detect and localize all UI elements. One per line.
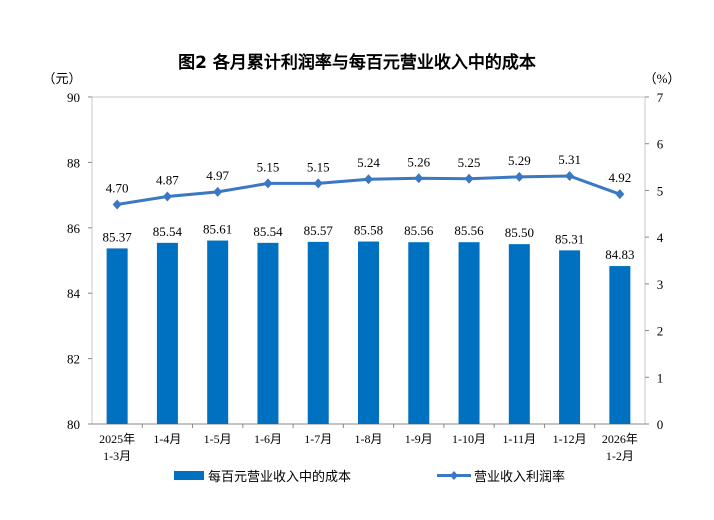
bar-data-label: 85.37 xyxy=(103,229,133,244)
right-tick-label: 1 xyxy=(657,370,664,385)
right-tick-label: 3 xyxy=(657,277,664,292)
line-marker xyxy=(162,191,172,202)
line-data-label: 5.24 xyxy=(357,155,380,170)
bar-data-label: 85.58 xyxy=(354,223,383,238)
bar xyxy=(207,240,229,424)
left-tick-label: 82 xyxy=(67,352,80,367)
bar-data-label: 85.31 xyxy=(555,231,584,246)
bar-data-label: 85.56 xyxy=(454,223,484,238)
line-data-label: 4.70 xyxy=(106,180,129,195)
right-axis-unit: （%） xyxy=(644,71,681,86)
line-marker xyxy=(414,173,424,184)
left-tick-label: 84 xyxy=(67,286,81,301)
bar xyxy=(458,242,480,424)
bar-data-label: 85.54 xyxy=(153,224,183,239)
right-tick-label: 7 xyxy=(657,90,664,105)
x-tick-label: 2025年 xyxy=(99,432,135,446)
bar xyxy=(559,250,581,424)
right-tick-label: 6 xyxy=(657,137,664,152)
left-axis-unit: （元） xyxy=(42,71,81,86)
x-tick-label: 1-5月 xyxy=(204,432,232,446)
x-tick-label: 1-3月 xyxy=(103,449,131,463)
x-tick-label: 1-2月 xyxy=(606,449,634,463)
line-marker xyxy=(263,178,273,189)
x-tick-label: 1-12月 xyxy=(553,432,587,446)
line-marker xyxy=(565,170,575,181)
right-tick-label: 4 xyxy=(657,230,664,245)
x-tick-label: 1-4月 xyxy=(153,432,181,446)
left-tick-label: 80 xyxy=(67,417,80,432)
x-tick-label: 1-7月 xyxy=(304,432,332,446)
line-data-label: 5.15 xyxy=(307,159,330,174)
bar-data-label: 85.57 xyxy=(304,223,334,238)
line-data-label: 5.29 xyxy=(508,153,531,168)
line-marker xyxy=(112,199,122,210)
legend-bar-label: 每百元营业收入中的成本 xyxy=(208,469,351,485)
x-tick-label: 1-10月 xyxy=(452,432,486,446)
right-tick-label: 5 xyxy=(657,183,664,198)
bar-data-label: 85.50 xyxy=(505,225,534,240)
bar xyxy=(106,248,128,424)
line-data-label: 5.25 xyxy=(458,155,481,170)
right-tick-label: 2 xyxy=(657,324,664,339)
bar xyxy=(508,244,530,424)
bar xyxy=(257,242,279,424)
line-data-label: 5.31 xyxy=(558,152,581,167)
line-data-label: 4.97 xyxy=(206,168,229,183)
line-marker xyxy=(364,174,373,185)
left-tick-label: 88 xyxy=(67,155,80,170)
bar xyxy=(408,242,430,424)
bar-data-label: 85.61 xyxy=(203,222,232,237)
line-marker xyxy=(313,178,323,189)
line-marker xyxy=(615,189,625,200)
bar xyxy=(307,241,329,424)
legend-line-marker xyxy=(450,471,458,480)
left-tick-label: 90 xyxy=(67,90,80,105)
line-data-label: 4.87 xyxy=(156,173,179,188)
x-tick-label: 1-11月 xyxy=(503,432,537,446)
x-tick-label: 1-8月 xyxy=(355,432,383,446)
left-tick-label: 86 xyxy=(67,221,81,236)
line-marker xyxy=(213,186,223,197)
x-tick-label: 1-9月 xyxy=(405,432,433,446)
bar-data-label: 84.83 xyxy=(605,247,634,262)
line-marker xyxy=(514,171,524,182)
x-tick-label: 1-6月 xyxy=(254,432,282,446)
bar xyxy=(156,242,178,424)
bar xyxy=(358,241,379,424)
line-data-label: 5.26 xyxy=(407,154,430,169)
bar-data-label: 85.56 xyxy=(404,223,434,238)
chart-title: 图2 各月累计利润率与每百元营业收入中的成本 xyxy=(178,52,536,73)
x-tick-label: 2026年 xyxy=(602,432,638,446)
bar-data-label: 85.54 xyxy=(253,224,283,239)
line-data-label: 5.15 xyxy=(257,159,280,174)
line-data-label: 4.92 xyxy=(608,170,631,185)
line-marker xyxy=(464,173,474,184)
legend-line-label: 营业收入利润率 xyxy=(474,469,565,485)
legend-bar-swatch xyxy=(174,471,204,480)
bar xyxy=(609,266,631,424)
right-tick-label: 0 xyxy=(657,417,664,432)
